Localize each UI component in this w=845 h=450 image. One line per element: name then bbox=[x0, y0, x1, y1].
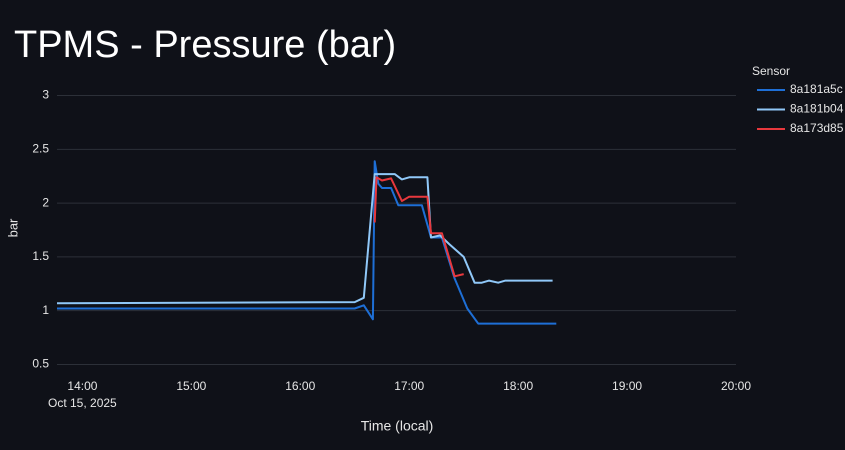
x-date-label: Oct 15, 2025 bbox=[48, 396, 117, 410]
x-tick-label: 19:00 bbox=[612, 379, 642, 393]
x-tick-label: 20:00 bbox=[721, 379, 751, 393]
series-line bbox=[57, 160, 557, 325]
y-tick-label: 3 bbox=[42, 88, 49, 102]
chart-title: TPMS - Pressure (bar) bbox=[14, 24, 396, 66]
y-tick-label: 2.5 bbox=[32, 141, 49, 155]
y-tick-label: 0.5 bbox=[32, 357, 49, 371]
x-tick-label: 17:00 bbox=[394, 379, 424, 393]
legend-label: 8a181b04 bbox=[790, 102, 844, 116]
y-tick-label: 2 bbox=[42, 195, 49, 209]
series-line bbox=[56, 173, 553, 305]
series-line bbox=[373, 176, 464, 278]
x-tick-label: 16:00 bbox=[285, 379, 315, 393]
x-tick-label: 15:00 bbox=[176, 379, 206, 393]
y-axis-label: bar bbox=[5, 218, 20, 237]
y-tick-label: 1 bbox=[42, 303, 49, 317]
x-axis-label: Time (local) bbox=[361, 418, 434, 434]
y-tick-label: 1.5 bbox=[32, 249, 49, 263]
legend-title: Sensor bbox=[752, 64, 790, 78]
legend-label: 8a181a5c bbox=[790, 82, 843, 96]
x-tick-label: 14:00 bbox=[67, 379, 97, 393]
x-tick-label: 18:00 bbox=[503, 379, 533, 393]
legend-label: 8a173d85 bbox=[790, 121, 844, 135]
